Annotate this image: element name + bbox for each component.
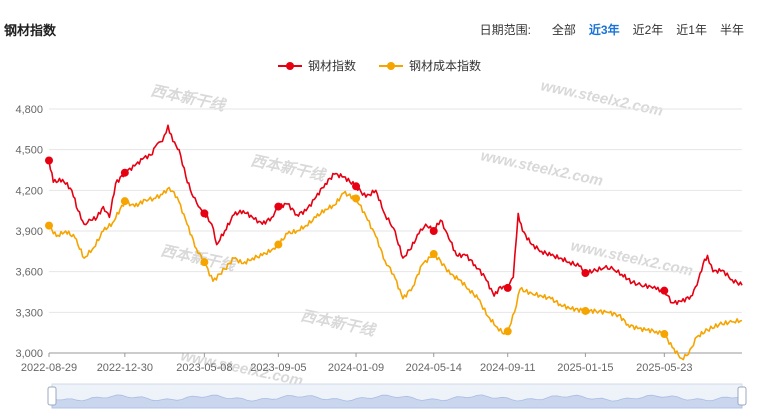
zoom-preview	[51, 394, 743, 409]
zoom-handle-left[interactable]	[47, 386, 57, 406]
steel-point[interactable]	[429, 227, 438, 235]
steel-point[interactable]	[581, 269, 590, 278]
range-option-3y[interactable]: 近3年	[588, 23, 620, 37]
watermark-text: www.steelx2.com	[539, 77, 664, 120]
cost-point[interactable]	[352, 194, 361, 203]
cost-point[interactable]	[503, 327, 512, 336]
steel-point[interactable]	[274, 202, 283, 211]
range-option-1y[interactable]: 近1年	[676, 23, 707, 37]
watermark-text: 西本新干线	[299, 306, 378, 340]
range-option-6m[interactable]: 半年	[719, 23, 744, 37]
range-option-all[interactable]: 全部	[551, 23, 576, 37]
legend-cost-swatch	[379, 61, 403, 70]
zoom-handle-right[interactable]	[737, 386, 747, 406]
y-tick-label: 3,600	[15, 267, 43, 279]
y-tick-label: 4,200	[15, 185, 43, 197]
legend-steel-swatch	[277, 61, 302, 70]
cost-point[interactable]	[45, 221, 53, 230]
series-layer	[45, 124, 743, 361]
x-tick-label: 2025-01-15	[557, 362, 613, 374]
y-tick-label: 4,800	[15, 104, 43, 116]
cost-point[interactable]	[120, 197, 129, 206]
y-tick-label: 3,300	[15, 307, 43, 319]
cost-point[interactable]	[200, 258, 209, 267]
x-tick-label: 2022-12-30	[97, 362, 153, 374]
cost-point[interactable]	[274, 240, 283, 249]
x-tick-label: 2023-09-05	[250, 362, 306, 374]
watermark-text: www.steelx2.com	[479, 147, 604, 190]
series-line-cost	[48, 186, 743, 361]
y-tick-label: 3,900	[15, 226, 43, 238]
legend-cost-label: 钢材成本指数	[409, 59, 482, 73]
series-line-steel	[48, 124, 743, 306]
steel-point[interactable]	[45, 156, 53, 165]
legend-item-steel[interactable]: 钢材指数	[277, 57, 356, 74]
chart-legend: 钢材指数 钢材成本指数	[0, 57, 758, 74]
x-tick-label: 2025-05-23	[636, 362, 692, 374]
legend-steel-label: 钢材指数	[307, 59, 356, 73]
page-title: 钢材指数	[4, 23, 57, 38]
date-range-selector: 日期范围: 全部 近3年 近2年 近1年 半年	[480, 21, 744, 38]
cost-point[interactable]	[660, 330, 669, 339]
watermark-text: 西本新干线	[149, 81, 228, 115]
steel-point[interactable]	[352, 182, 361, 191]
range-option-2y[interactable]: 近2年	[632, 23, 664, 37]
steel-point[interactable]	[200, 209, 209, 218]
cost-point[interactable]	[581, 306, 590, 315]
x-tick-label: 2023-05-08	[176, 362, 232, 374]
steel-point[interactable]	[503, 283, 512, 292]
x-tick-label: 2024-05-14	[406, 362, 462, 374]
watermark-text: 西本新干线	[249, 151, 328, 185]
x-tick-label: 2022-08-29	[21, 362, 77, 374]
legend-item-cost[interactable]: 钢材成本指数	[378, 57, 481, 74]
y-tick-label: 4,500	[15, 145, 43, 157]
cost-point[interactable]	[429, 250, 438, 259]
x-tick-label: 2024-01-09	[328, 362, 384, 374]
watermark-layer: 西本新干线 www.steelx2.com 西本新干线 www.steelx2.com…	[149, 77, 694, 390]
y-axis: 3,000 3,300 3,600 3,900 4,200 4,500 4,800	[15, 104, 43, 360]
steel-point[interactable]	[660, 286, 669, 295]
date-range-label: 日期范围:	[479, 23, 531, 37]
data-zoom-slider[interactable]	[47, 383, 747, 409]
steel-point[interactable]	[120, 168, 129, 177]
x-axis: 2022-08-29 2022-12-30 2023-05-08 2023-09-05…	[21, 352, 742, 374]
y-tick-label: 3,000	[15, 348, 43, 360]
x-tick-label: 2024-09-11	[480, 362, 535, 374]
